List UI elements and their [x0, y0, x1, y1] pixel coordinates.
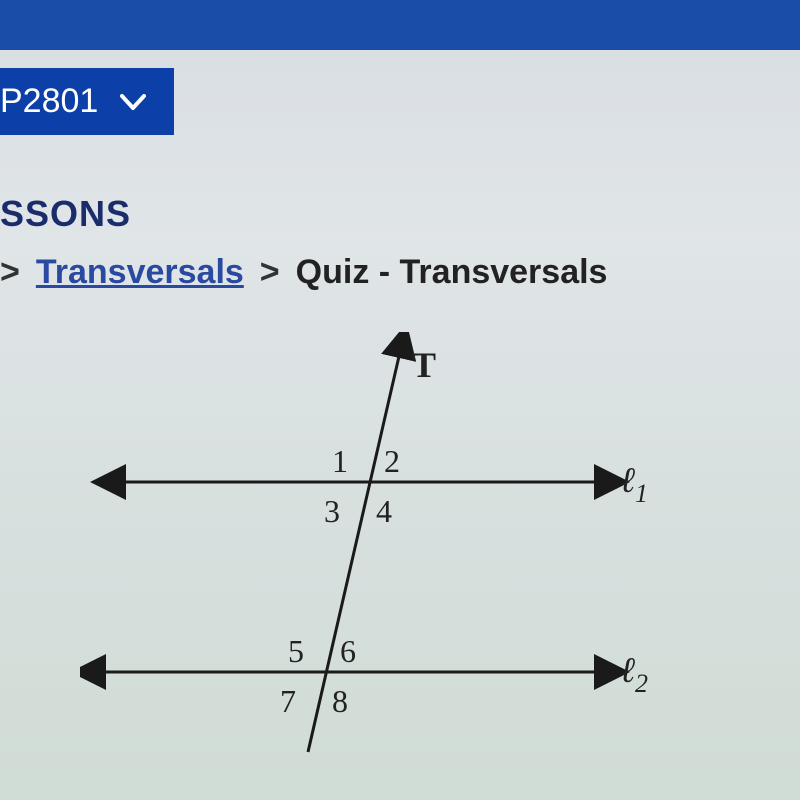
breadcrumb-current: Quiz - Transversals [296, 253, 608, 292]
line1-label: ℓ1 [620, 460, 648, 508]
transversal-diagram: T ℓ1 ℓ2 1 2 3 4 5 6 7 8 [0, 332, 800, 762]
breadcrumb-separator: > [0, 253, 20, 292]
dropdown-row: P2801 [0, 50, 800, 163]
top-nav-strip [0, 0, 800, 50]
angle-7: 7 [280, 683, 296, 719]
dropdown-label: P2801 [0, 82, 98, 121]
angle-3: 3 [324, 493, 340, 529]
transversal-label: T [412, 345, 436, 385]
angle-6: 6 [340, 633, 356, 669]
angle-5: 5 [288, 633, 304, 669]
angle-8: 8 [332, 683, 348, 719]
line2-label: ℓ2 [620, 650, 648, 698]
breadcrumb: > Transversals > Quiz - Transversals [0, 253, 800, 292]
angle-4: 4 [376, 493, 392, 529]
transversal-line [308, 352, 400, 752]
chevron-down-icon [120, 82, 146, 121]
breadcrumb-separator: > [260, 253, 280, 292]
course-dropdown[interactable]: P2801 [0, 68, 174, 135]
angle-1: 1 [332, 443, 348, 479]
angle-2: 2 [384, 443, 400, 479]
section-heading: SSONS [0, 193, 800, 235]
breadcrumb-link-transversals[interactable]: Transversals [36, 253, 244, 292]
